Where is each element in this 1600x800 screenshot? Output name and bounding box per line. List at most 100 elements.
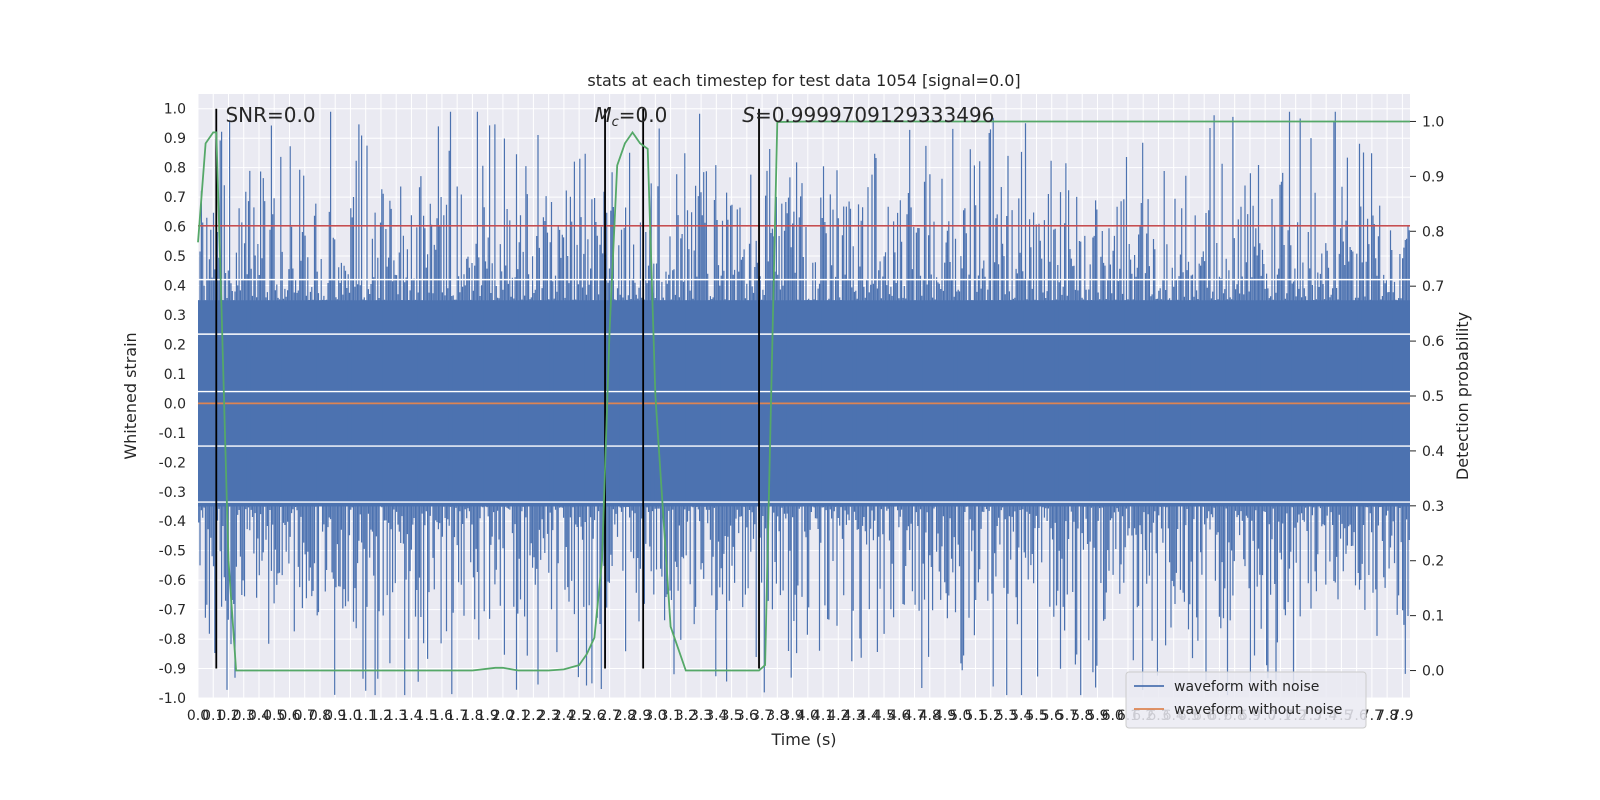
y-tick-label: -0.9	[159, 662, 186, 678]
snr-annotation: SNR=0.0	[225, 103, 315, 127]
x-tick-label: 5.5	[1025, 708, 1047, 724]
y-tick-label: 0.8	[164, 161, 186, 177]
x-tick-label: 2.0	[492, 708, 514, 724]
y-tick-label: -1.0	[159, 691, 186, 707]
y-tick-label: 0.7	[164, 190, 186, 206]
x-tick-label: 0.3	[233, 708, 255, 724]
y2-tick-label: 0.0	[1422, 664, 1444, 680]
x-tick-label: 1.2	[370, 708, 392, 724]
x-tick-label: 4.0	[797, 708, 819, 724]
x-tick-label: 2.3	[538, 708, 560, 724]
x-tick-label: 5.7	[1056, 708, 1078, 724]
x-tick-label: 1.9	[477, 708, 499, 724]
significance-symbol: S	[742, 103, 755, 127]
chart-title: stats at each timestep for test data 105…	[587, 71, 1020, 90]
noise-spikes	[198, 111, 1410, 696]
x-tick-label: 1.6	[431, 708, 453, 724]
x-tick-label: 4.6	[888, 708, 910, 724]
x-tick-label: 1.3	[385, 708, 407, 724]
chirp-mass-subscript: c	[612, 115, 619, 130]
x-tick-label: 1.1	[355, 708, 377, 724]
x-tick-label: 1.4	[400, 708, 422, 724]
y-tick-label: -0.4	[159, 514, 186, 530]
significance-annotation: S=0.9999709129333496	[742, 103, 994, 127]
x-tick-label: 3.4	[705, 708, 727, 724]
significance-value: =0.9999709129333496	[755, 103, 994, 127]
y-tick-label: -0.8	[159, 632, 186, 648]
x-tick-label: 0.0	[187, 708, 209, 724]
x-tick-label: 1.8	[461, 708, 483, 724]
x-tick-label: 7.8	[1376, 708, 1398, 724]
y-tick-label: 0.2	[164, 337, 186, 353]
y2-tick-label: 0.5	[1422, 389, 1444, 405]
x-tick-label: 2.9	[629, 708, 651, 724]
y2-tick-label: 0.6	[1422, 334, 1444, 350]
y-tick-label: 1.0	[164, 102, 186, 118]
x-axis-label: Time (s)	[770, 730, 836, 749]
x-tick-label: 0.8	[309, 708, 331, 724]
y-tick-labels: 1.0 0.9 0.8 0.7 0.6 0.5 0.4 0.3 0.2 0.1 0.0 -0.1 -0.…	[159, 102, 186, 707]
x-tick-label: 5.2	[980, 708, 1002, 724]
x-tick-label: 5.9	[1086, 708, 1108, 724]
y-tick-label: 0.3	[164, 308, 186, 324]
x-tick-label: 0.4	[248, 708, 270, 724]
x-tick-label: 2.7	[598, 708, 620, 724]
legend: waveform with noise waveform without noi…	[1125, 671, 1367, 729]
x-tick-label: 5.6	[1041, 708, 1063, 724]
x-tick-label: 0.9	[324, 708, 346, 724]
y-tick-label: -0.6	[159, 573, 186, 589]
x-tick-label: 3.8	[766, 708, 788, 724]
detection-probability-line	[197, 120, 1410, 672]
chirp-mass-symbol: M	[594, 103, 611, 127]
x-tick-label: 3.6	[736, 708, 758, 724]
y-tick-label: -0.7	[159, 603, 186, 619]
y-tick-label: -0.5	[159, 544, 186, 560]
x-tick-label: 5.1	[964, 708, 986, 724]
x-tick-label: 1.0	[339, 708, 361, 724]
y2-tick-labels: 1.0 0.9 0.8 0.7 0.6 0.5 0.4 0.3 0.2 0.1 0.0	[1410, 114, 1444, 680]
x-tick-label: 2.1	[507, 708, 529, 724]
y2-tick-label: 0.1	[1422, 609, 1444, 625]
x-tick-label: 4.2	[827, 708, 849, 724]
y-tick-label: 0.1	[164, 367, 186, 383]
y2-tick-label: 0.3	[1422, 499, 1444, 515]
x-tick-label: 6.0	[1102, 708, 1124, 724]
chirp-mass-annotation: Mc=0.0	[594, 103, 667, 130]
x-tick-label: 0.7	[294, 708, 316, 724]
x-tick-label: 5.8	[1071, 708, 1093, 724]
x-tick-label: 2.4	[553, 708, 575, 724]
x-tick-label: 3.1	[659, 708, 681, 724]
x-tick-label: 3.0	[644, 708, 666, 724]
x-tick-label: 7.9	[1391, 708, 1413, 724]
x-tick-label: 0.6	[278, 708, 300, 724]
x-tick-label: 2.2	[522, 708, 544, 724]
legend-label-noise: waveform with noise	[1174, 679, 1319, 695]
x-tick-label: 2.5	[568, 708, 590, 724]
x-tick-label: 0.1	[202, 708, 224, 724]
x-tick-label: 3.2	[675, 708, 697, 724]
y2-tick-label: 0.7	[1422, 279, 1444, 295]
x-tick-label: 5.3	[995, 708, 1017, 724]
x-tick-label: 4.9	[934, 708, 956, 724]
y-tick-label: -0.3	[159, 485, 186, 501]
x-tick-label: 0.2	[217, 708, 239, 724]
x-tick-label: 4.7	[903, 708, 925, 724]
y-tick-label: -0.1	[159, 426, 186, 442]
y-tick-label: 0.9	[164, 131, 186, 147]
y2-tick-label: 0.4	[1422, 444, 1444, 460]
y2-axis-label: Detection probability	[1453, 312, 1472, 480]
legend-label-clean: waveform without noise	[1174, 702, 1342, 718]
y2-tick-label: 1.0	[1422, 114, 1444, 130]
y-tick-label: -0.2	[159, 455, 186, 471]
x-tick-label: 1.7	[446, 708, 468, 724]
x-tick-label: 4.8	[919, 708, 941, 724]
x-tick-label: 4.3	[842, 708, 864, 724]
vertical-markers	[215, 108, 760, 669]
y-tick-label: 0.6	[164, 220, 186, 236]
x-tick-label: 2.6	[583, 708, 605, 724]
legend-box	[1125, 671, 1367, 729]
x-tick-label: 3.9	[781, 708, 803, 724]
x-tick-label: 4.1	[812, 708, 834, 724]
x-tick-label: 3.7	[751, 708, 773, 724]
